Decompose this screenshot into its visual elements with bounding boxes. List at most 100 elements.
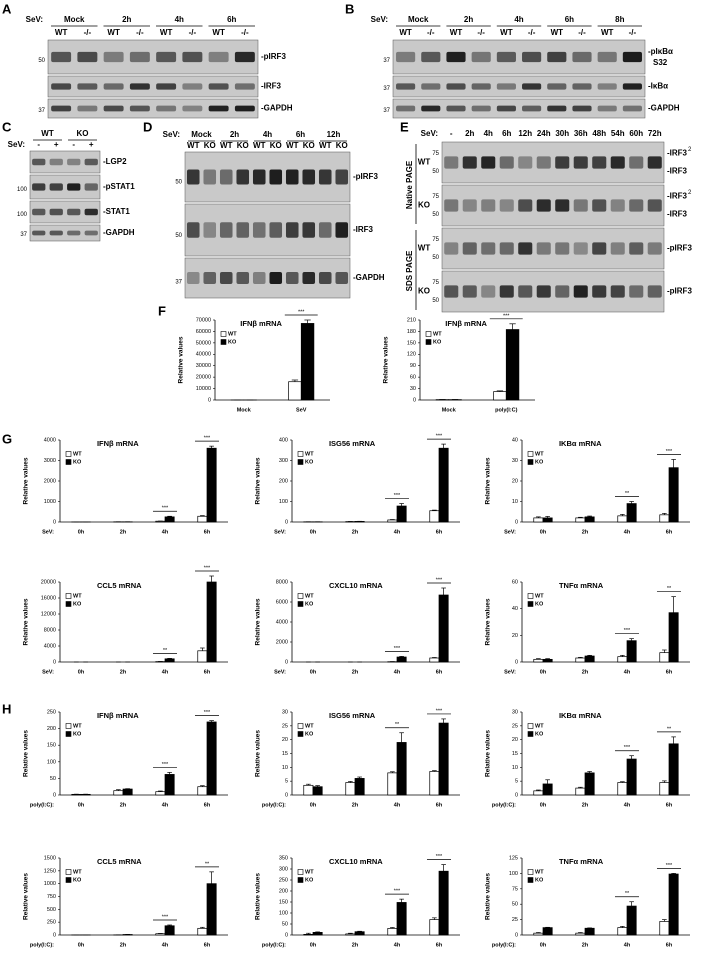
bar [164,925,175,936]
band [518,285,533,298]
y-tick-label: 0 [515,519,518,525]
group-label: 2h [230,130,239,139]
y-tick-label: 15 [282,751,288,757]
lane-label: -/- [136,28,144,37]
legend-label: KO [73,877,82,883]
chart-title: TNFα mRNA [559,581,604,590]
band [396,83,416,90]
x-tick-label: 6h [666,669,673,675]
band [592,242,607,255]
band [444,199,459,212]
lane-label: WT [187,141,200,150]
lane-label: KO [237,141,249,150]
band [518,199,533,212]
bar [303,784,314,796]
x-axis-label: SeV: [274,669,286,675]
x-tick-label: 2h [352,942,359,948]
lane-label: WT [551,28,564,37]
band [302,272,316,284]
bar [542,927,553,936]
significance-label: *** [204,710,211,716]
treatment-label: SeV: [421,129,438,138]
lane-label: WT [601,28,614,37]
x-tick-label: Mock [442,407,457,413]
bar [617,656,628,663]
band [208,105,229,112]
gel [29,224,101,242]
bar [155,791,166,796]
bar [617,515,628,523]
x-axis-label: poly(I:C): [492,802,516,808]
y-tick-label: 210 [407,317,416,323]
chart-title: IFNβ mRNA [445,319,487,328]
legend-label: WT [305,869,314,875]
x-axis-label: SeV: [504,529,516,535]
bar [155,933,166,936]
lane-label: WT [450,28,463,37]
band [208,83,229,90]
treatment-label: SeV: [371,15,388,24]
significance-label: *** [436,434,443,440]
row-label: -pSTAT1 [103,182,135,191]
y-tick-label: 0 [53,659,56,665]
y-tick-label: 2000 [276,639,288,645]
band [518,156,533,169]
band [269,222,283,238]
row-label: -pIκBα [648,47,673,56]
y-tick-label: 1000 [44,499,56,505]
bar [396,656,407,663]
significance-label: *** [298,309,305,315]
significance-label: *** [624,745,631,751]
group-label: Mock [191,130,212,139]
band [77,105,98,112]
significance-label: *** [624,628,631,634]
band [471,83,491,90]
band [496,105,516,112]
legend-swatch [297,601,304,607]
bar [206,581,217,663]
x-tick-label: 4h [624,802,631,808]
legend-label: KO [73,731,82,737]
bar [626,640,637,663]
band [285,272,299,284]
x-tick-label: 2h [120,942,127,948]
y-tick-label: 0 [515,792,518,798]
band [51,51,72,63]
bar [542,783,553,796]
chart-title: CCL5 mRNA [97,857,142,866]
mw-marker: 37 [175,280,182,286]
band [252,169,266,185]
row-label: -IRF3 [353,225,374,234]
band [536,285,551,298]
lane-label: 60h [629,129,643,138]
x-tick-label: 0h [78,669,85,675]
lane-label: -/- [84,28,92,37]
legend-swatch [527,731,534,737]
band [203,169,217,185]
legend-label: WT [228,331,237,337]
bar [584,655,595,663]
significance-label: ** [625,891,630,897]
band [444,242,459,255]
lane-label: - [37,140,40,149]
band [234,105,255,112]
bar [438,870,449,936]
band [51,83,72,90]
y-tick-label: 120 [407,352,416,358]
legend-label: WT [73,593,82,599]
x-tick-label: 4h [394,669,401,675]
band [499,199,514,212]
y-tick-label: 8000 [44,627,56,633]
legend-label: KO [535,731,544,737]
band [156,83,177,90]
mw-marker: 50 [432,212,439,218]
bar [438,447,449,523]
significance-label: *** [436,708,443,714]
y-tick-label: 60 [410,375,416,381]
band [77,83,98,90]
bar [312,932,323,936]
y-tick-label: 200 [47,726,56,732]
panel-letter: A [2,1,12,16]
y-tick-label: 4000 [276,619,288,625]
